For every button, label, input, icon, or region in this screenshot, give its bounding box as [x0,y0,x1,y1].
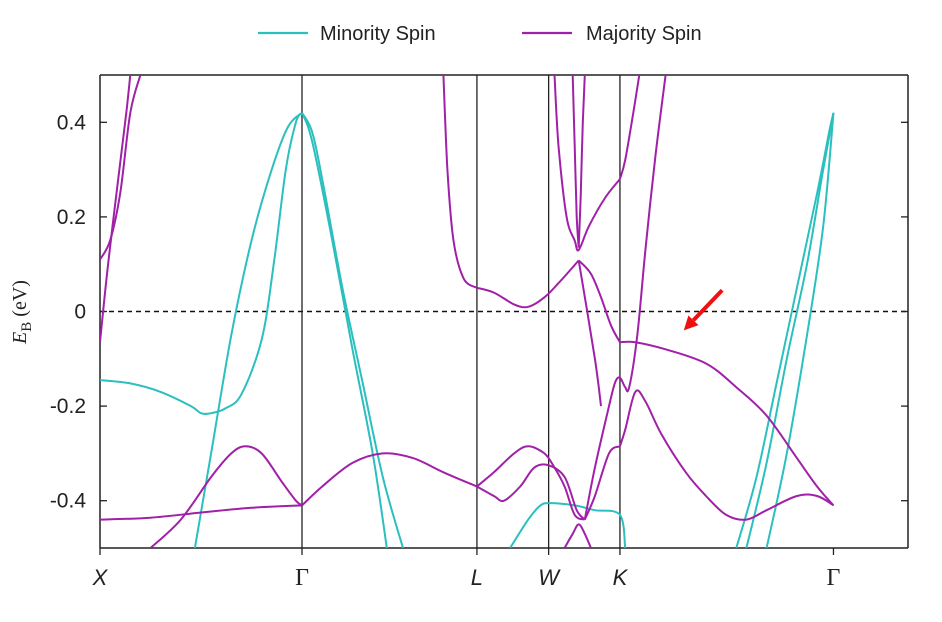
y-label-sub: B [19,322,35,332]
majority-spin-band [563,523,592,548]
legend-label-minority: Minority Spin [320,23,436,45]
minority-spin-band [193,112,303,548]
legend: Minority Spin Majority Spin [258,23,702,45]
majority-spin-band [100,75,142,261]
annotation-arrow-shaft [692,288,724,322]
minority-spin-band [301,112,404,548]
y-tick-label: 0 [74,301,86,324]
y-tick-label: -0.2 [50,395,86,418]
majority-spin-band [476,463,586,521]
majority-spin-band [100,504,303,521]
legend-label-majority: Majority Spin [586,23,702,45]
majority-spin-band [149,445,303,548]
majority-spin-band [571,75,580,248]
y-label-main: E [9,332,31,345]
y-tick-label: 0.2 [57,206,86,229]
y-tick-label: 0.4 [57,111,87,134]
annotation-arrow-head [683,315,699,331]
majority-spin-band [619,340,835,507]
majority-spin-band [583,445,621,520]
minority-spin-band [745,112,835,548]
majority-spin-band [476,259,580,309]
majority-spin-band [476,445,586,521]
x-tick-label: Γ [827,565,841,591]
majority-spin-band [577,260,602,407]
x-tick-label: Γ [295,565,309,591]
y-axis-label: EB (eV) [9,280,35,345]
plot-area: 0.4 0.2 0 -0.2 -0.4 X Γ L W K Γ [50,74,909,591]
majority-spin-band [442,75,478,289]
majority-spin-band [577,75,586,248]
x-tick-label: K [613,565,629,590]
x-tick-label: W [538,565,561,590]
majority-spin-band [618,389,835,521]
minority-spin-band [509,502,627,548]
minority-spin-band [100,112,303,415]
majority-spin-band [100,75,132,343]
minority-spin-band [765,112,835,548]
majority-spin-band [583,75,667,520]
x-tick-label: X [92,565,109,590]
majority-spin-band [553,75,621,252]
majority-spin-band [577,259,621,343]
minority-spin-band [301,112,388,548]
majority-spin-band [301,452,478,507]
svg-text:EB(eV): EB (eV) [9,280,35,345]
majority-spin-band [618,75,641,180]
y-tick-label: -0.4 [50,490,87,513]
minority-spin-band [735,112,835,548]
x-tick-label: L [471,565,483,590]
y-label-unit: (eV) [9,280,31,317]
